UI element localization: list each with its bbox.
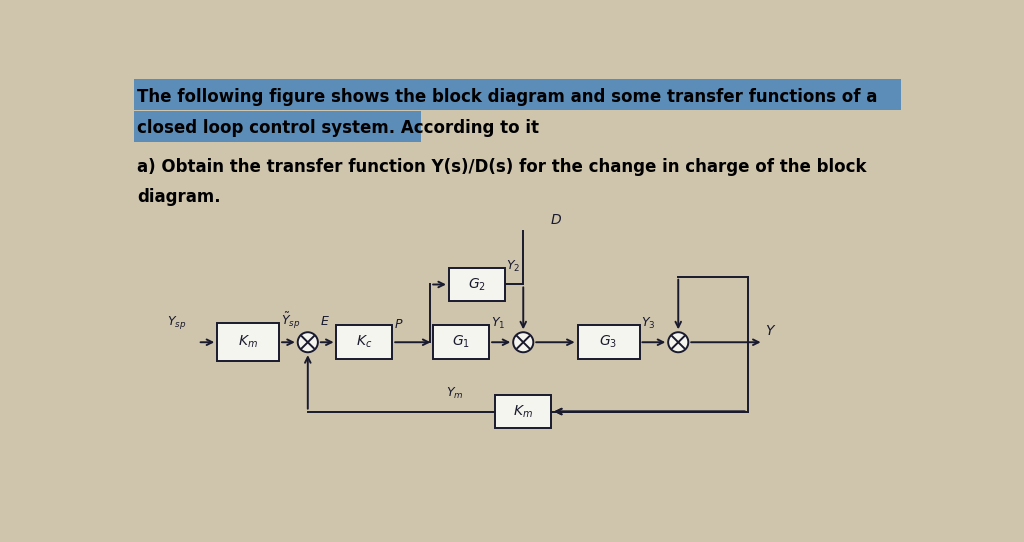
Text: $K_m$: $K_m$	[239, 334, 258, 351]
Text: $K_c$: $K_c$	[356, 334, 373, 351]
Text: $P$: $P$	[394, 319, 403, 332]
Text: $Y$: $Y$	[765, 325, 776, 338]
Circle shape	[298, 332, 317, 352]
Text: closed loop control system. According to it: closed loop control system. According to…	[137, 119, 540, 137]
Bar	[433, 325, 489, 359]
Bar	[449, 268, 505, 301]
Text: $Y_m$: $Y_m$	[445, 386, 463, 401]
Text: The following figure shows the block diagram and some transfer functions of a: The following figure shows the block dia…	[137, 88, 878, 106]
Text: $Y_2$: $Y_2$	[506, 259, 520, 274]
Text: a) Obtain the transfer function Y(s)/D(s) for the change in charge of the block: a) Obtain the transfer function Y(s)/D(s…	[137, 158, 866, 176]
Text: $D$: $D$	[550, 213, 562, 227]
Text: $Y_{sp}$: $Y_{sp}$	[167, 314, 186, 332]
Text: $K_m$: $K_m$	[513, 403, 534, 420]
Text: $Y_1$: $Y_1$	[490, 317, 505, 332]
Circle shape	[669, 332, 688, 352]
Text: $Y_3$: $Y_3$	[641, 317, 655, 332]
Bar	[134, 79, 901, 109]
Bar	[134, 111, 421, 142]
Text: $G_1$: $G_1$	[453, 334, 470, 351]
Bar	[337, 325, 392, 359]
Text: $G_2$: $G_2$	[468, 276, 485, 293]
Text: $\tilde{Y}_{sp}$: $\tilde{Y}_{sp}$	[281, 311, 300, 332]
Bar	[578, 325, 640, 359]
Text: $G_3$: $G_3$	[599, 334, 617, 351]
Text: diagram.: diagram.	[137, 189, 221, 207]
Circle shape	[513, 332, 534, 352]
Bar	[496, 395, 551, 429]
Text: $E$: $E$	[321, 315, 330, 328]
Bar	[217, 323, 280, 362]
